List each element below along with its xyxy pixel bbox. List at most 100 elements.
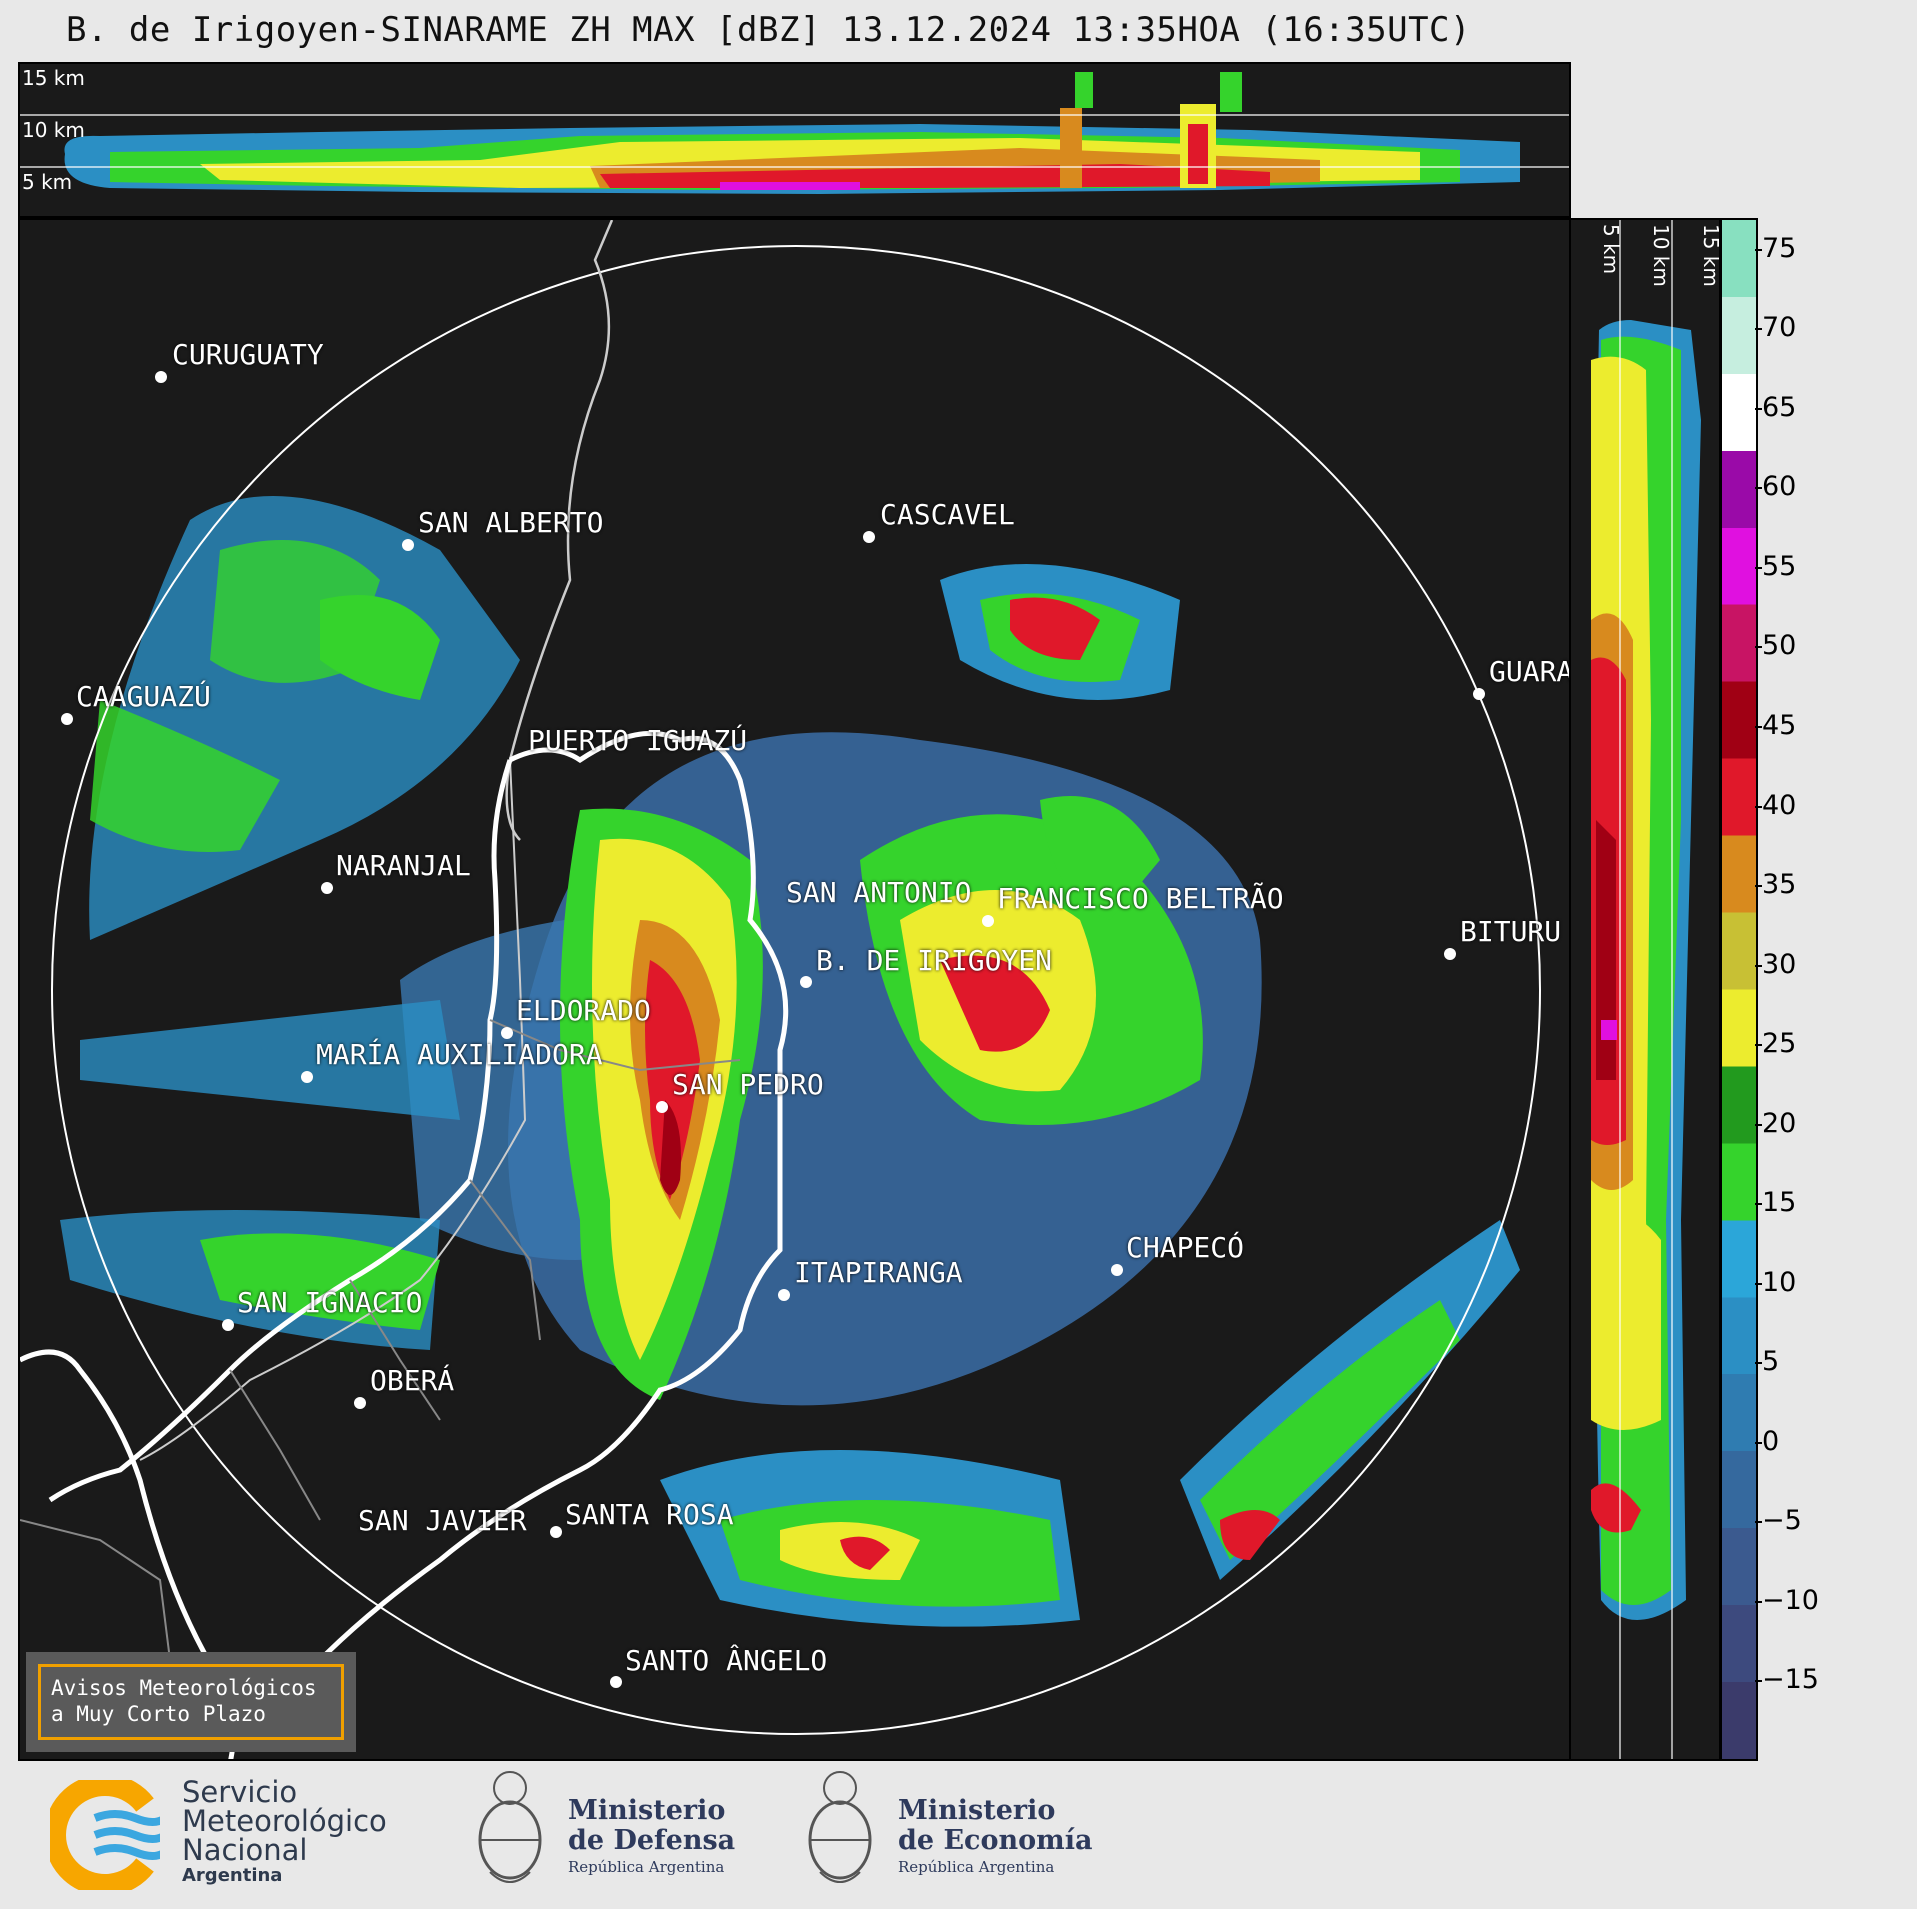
colorbar-tick-label: 15 <box>1762 1187 1797 1219</box>
city-dot-santa-rosa <box>550 1526 562 1538</box>
avisos-line-2: a Muy Corto Plazo <box>51 1702 266 1726</box>
colorbar-tick-label: 30 <box>1762 948 1797 980</box>
side-label-10km: 10 km <box>1649 224 1673 287</box>
colorbar-tick-mark <box>1755 1362 1762 1365</box>
colorbar-tick-mark <box>1755 407 1762 410</box>
city-dot-san-pedro <box>656 1101 668 1113</box>
economia-sub: República Argentina <box>898 1858 1055 1876</box>
colorbar-tick-label: 35 <box>1762 869 1797 901</box>
city-label-bituru: BITURU <box>1460 915 1562 948</box>
city-label-san-javier: SAN JAVIER <box>358 1504 527 1537</box>
colorbar-tick-mark <box>1755 805 1762 808</box>
colorbar-tick-mark <box>1755 248 1762 251</box>
city-label-francisco-beltrao: FRANCISCO BELTRÃO <box>997 882 1284 915</box>
city-label-maria-auxiliadora: MARÍA AUXILIADORA <box>316 1038 603 1071</box>
city-label-san-alberto: SAN ALBERTO <box>418 506 604 539</box>
city-label-b-de-irigoyen: B. DE IRIGOYEN <box>816 944 1053 977</box>
city-dot-eldorado <box>501 1027 513 1039</box>
avisos-frame: Avisos Meteorológicos a Muy Corto Plazo <box>38 1664 344 1740</box>
colorbar-tick-label: 40 <box>1762 789 1797 821</box>
colorbar-tick-mark <box>1755 1123 1762 1126</box>
colorbar-tick-label: 55 <box>1762 550 1797 582</box>
colorbar-tick-mark <box>1755 1680 1762 1683</box>
city-label-puerto-iguazu: PUERTO IGUAZÚ <box>528 724 748 757</box>
smn-line-4: Argentina <box>182 1865 283 1886</box>
colorbar-tick-mark <box>1755 1600 1762 1603</box>
top-height-cross-section: 15 km 10 km 5 km <box>18 62 1571 218</box>
map-title: B. de Irigoyen-SINARAME ZH MAX [dBZ] 13.… <box>66 10 1471 50</box>
colorbar-tick-mark <box>1755 1044 1762 1047</box>
city-label-curuguaty: CURUGUATY <box>172 338 324 371</box>
city-label-naranjal: NARANJAL <box>336 849 471 882</box>
smn-logo-icon <box>44 1774 168 1896</box>
avisos-box: Avisos Meteorológicos a Muy Corto Plazo <box>26 1652 356 1752</box>
defensa-name: Ministerio de Defensa <box>568 1796 735 1856</box>
city-dot-san-alberto <box>402 539 414 551</box>
colorbar-tick-label: 5 <box>1762 1346 1780 1378</box>
colorbar-tick-label: 60 <box>1762 471 1797 503</box>
colorbar-tick-mark <box>1755 566 1762 569</box>
city-dot-curuguaty <box>155 371 167 383</box>
colorbar-tick-label: −15 <box>1762 1664 1819 1696</box>
city-label-san-ignacio: SAN IGNACIO <box>237 1286 423 1319</box>
colorbar-tick-mark <box>1755 1521 1762 1524</box>
city-label-itapiranga: ITAPIRANGA <box>794 1256 963 1289</box>
city-label-caaguazu: CAAGUAZÚ <box>76 680 211 713</box>
city-label-san-pedro: SAN PEDRO <box>672 1068 824 1101</box>
radar-map: CURUGUATY SAN ALBERTO CASCAVEL CAAGUAZÚ … <box>18 218 1571 1761</box>
defensa-line-2: de Defensa <box>568 1825 736 1856</box>
colorbar-tick-mark <box>1755 885 1762 888</box>
colorbar-tick-label: 25 <box>1762 1028 1797 1060</box>
smn-logo <box>44 1774 168 1896</box>
colorbar-tick-mark <box>1755 726 1762 729</box>
top-label-15km: 15 km <box>22 66 85 90</box>
city-label-obera: OBERÁ <box>370 1364 455 1397</box>
economia-line-2: de Economía <box>898 1825 1093 1856</box>
top-label-5km: 5 km <box>22 170 73 194</box>
colorbar-tick-label: 0 <box>1762 1425 1780 1457</box>
smn-line-2: Meteorológico <box>182 1804 387 1838</box>
colorbar-tick-label: 20 <box>1762 1107 1797 1139</box>
colorbar-tick-label: 10 <box>1762 1266 1797 1298</box>
city-dot-bituru <box>1444 948 1456 960</box>
smn-line-1: Servicio <box>182 1775 298 1809</box>
colorbar-tick-label: 45 <box>1762 710 1797 742</box>
defensa-line-1: Ministerio <box>568 1795 726 1826</box>
colorbar-tick-mark <box>1755 328 1762 331</box>
city-label-san-antonio: SAN ANTONIO <box>786 876 972 909</box>
smn-name: Servicio Meteorológico Nacional Argentin… <box>182 1778 387 1887</box>
dbz-colorbar <box>1720 218 1758 1761</box>
economia-emblem-icon <box>800 1762 880 1897</box>
city-label-eldorado: ELDORADO <box>516 994 651 1027</box>
economia-line-1: Ministerio <box>898 1795 1056 1826</box>
economia-name: Ministerio de Economía <box>898 1796 1092 1856</box>
colorbar-tick-label: −10 <box>1762 1584 1819 1616</box>
city-label-santa-rosa: SANTA ROSA <box>565 1498 734 1531</box>
city-dot-b-de-irigoyen <box>800 976 812 988</box>
side-height-cross-section: 5 km 10 km 15 km <box>1569 218 1721 1761</box>
city-dot-francisco-beltrao <box>982 915 994 927</box>
defensa-emblem-icon <box>470 1762 550 1897</box>
colorbar-tick-label: 70 <box>1762 312 1797 344</box>
city-dot-caaguazu <box>61 713 73 725</box>
city-label-chapeco: CHAPECÓ <box>1126 1231 1245 1264</box>
side-label-15km: 15 km <box>1699 224 1721 287</box>
city-dot-san-ignacio <box>222 1319 234 1331</box>
defensa-sub: República Argentina <box>568 1858 725 1876</box>
colorbar-tick-label: −5 <box>1762 1505 1802 1537</box>
colorbar-tick-label: 75 <box>1762 232 1797 264</box>
colorbar-tick-label: 65 <box>1762 391 1797 423</box>
city-label-cascavel: CASCAVEL <box>880 498 1015 531</box>
city-dot-santo-angelo <box>610 1676 622 1688</box>
side-label-5km: 5 km <box>1599 224 1623 275</box>
avisos-line-1: Avisos Meteorológicos <box>51 1676 317 1700</box>
city-dot-guara <box>1473 688 1485 700</box>
city-dot-cascavel <box>863 531 875 543</box>
colorbar-tick-mark <box>1755 1441 1762 1444</box>
colorbar-tick-mark <box>1755 1203 1762 1206</box>
top-label-10km: 10 km <box>22 118 85 142</box>
smn-line-3: Nacional <box>182 1833 308 1867</box>
colorbar-tick-mark <box>1755 646 1762 649</box>
colorbar-tick-label: 50 <box>1762 630 1797 662</box>
city-label-santo-angelo: SANTO ÂNGELO <box>625 1644 828 1677</box>
